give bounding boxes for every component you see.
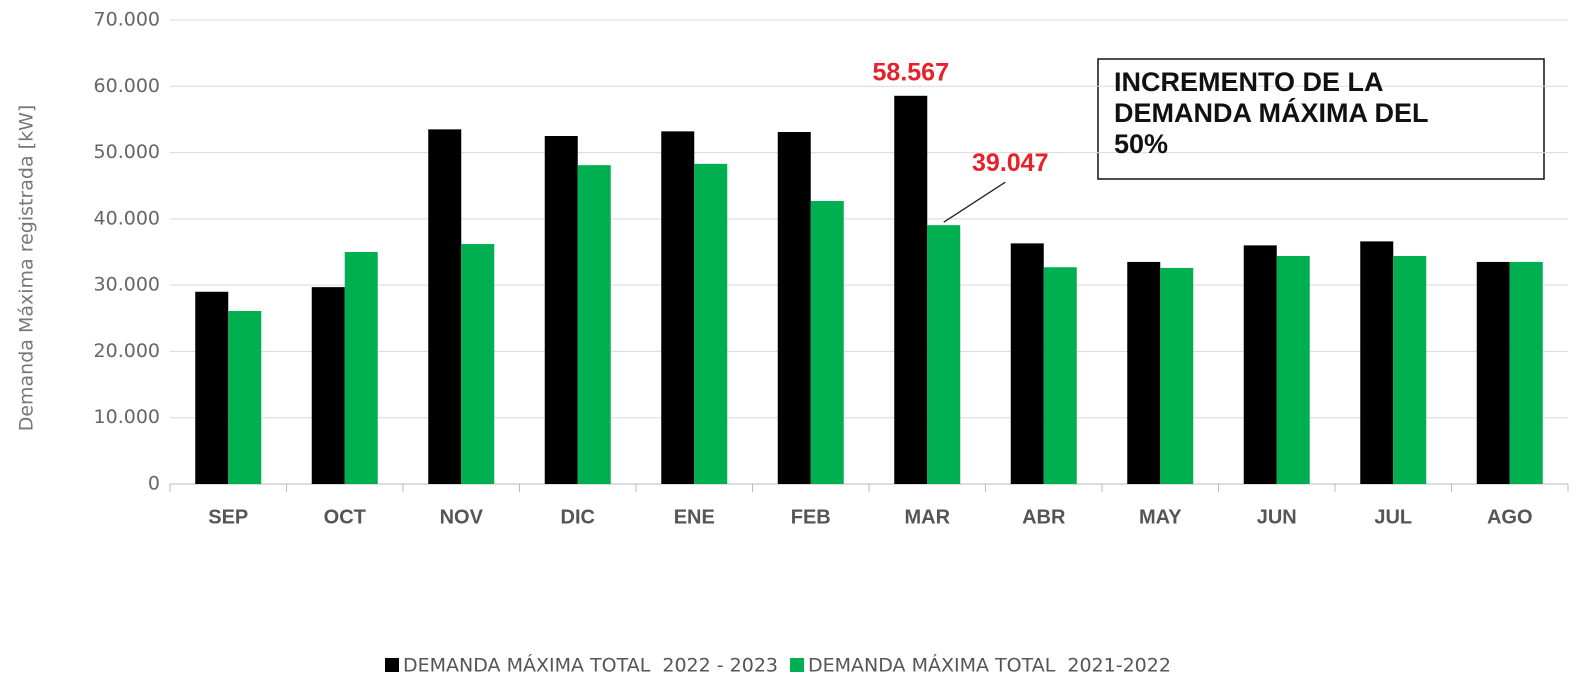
annotation-text: 50%	[1114, 129, 1168, 159]
bar	[544, 136, 578, 484]
legend-label: DEMANDA MÁXIMA TOTAL 2021-2022	[808, 654, 1171, 677]
bar	[927, 225, 961, 484]
x-tick-label: OCT	[324, 506, 366, 528]
data-label: 39.047	[972, 149, 1048, 177]
bar	[894, 95, 928, 484]
y-tick-label: 50.000	[94, 141, 160, 163]
y-tick-label: 60.000	[94, 75, 160, 97]
x-tick-label: MAY	[1139, 506, 1182, 528]
y-tick-label: 70.000	[94, 9, 160, 31]
bar	[428, 129, 462, 484]
bar	[461, 244, 495, 484]
bar	[661, 131, 695, 485]
x-tick-label: ENE	[674, 506, 715, 528]
bar	[777, 132, 811, 484]
bar	[1243, 245, 1277, 484]
bar	[1160, 267, 1194, 484]
bar	[810, 200, 844, 484]
leader-line	[943, 181, 1006, 223]
bar	[344, 252, 378, 484]
y-tick-label: 40.000	[94, 207, 160, 229]
x-tick-label: NOV	[440, 506, 484, 528]
x-tick-label: SEP	[208, 506, 248, 528]
bar	[195, 291, 229, 484]
x-tick-label: JUL	[1374, 506, 1412, 528]
bar	[577, 165, 611, 484]
annotation-text: INCREMENTO DE LA	[1114, 67, 1384, 97]
bar	[1010, 243, 1044, 484]
bar	[311, 287, 345, 484]
x-tick-label: ABR	[1022, 506, 1066, 528]
y-tick-label: 0	[148, 473, 160, 495]
bar	[1043, 267, 1077, 484]
x-tick-label: MAR	[904, 506, 950, 528]
y-axis-title: Demanda Máxima registrada [kW]	[16, 105, 38, 432]
bar	[1393, 255, 1427, 484]
bar	[1127, 261, 1161, 484]
bar	[1476, 261, 1510, 484]
legend-swatch	[385, 658, 399, 672]
y-tick-label: 30.000	[94, 274, 160, 296]
x-tick-label: DIC	[561, 506, 595, 528]
x-tick-label: AGO	[1487, 506, 1533, 528]
bar	[1509, 261, 1543, 484]
bar	[1276, 255, 1310, 484]
bar	[228, 310, 262, 484]
x-tick-label: FEB	[791, 506, 831, 528]
y-tick-label: 20.000	[94, 340, 160, 362]
legend-swatch	[790, 658, 805, 672]
bar	[694, 163, 728, 484]
x-tick-label: JUN	[1257, 506, 1297, 528]
bar	[1360, 241, 1394, 484]
legend-label: DEMANDA MÁXIMA TOTAL 2022 - 2023	[403, 654, 778, 677]
annotation-text: DEMANDA MÁXIMA DEL	[1114, 97, 1428, 128]
data-label: 58.567	[873, 58, 949, 86]
annotation-box	[1097, 58, 1545, 180]
y-tick-label: 10.000	[94, 406, 160, 428]
